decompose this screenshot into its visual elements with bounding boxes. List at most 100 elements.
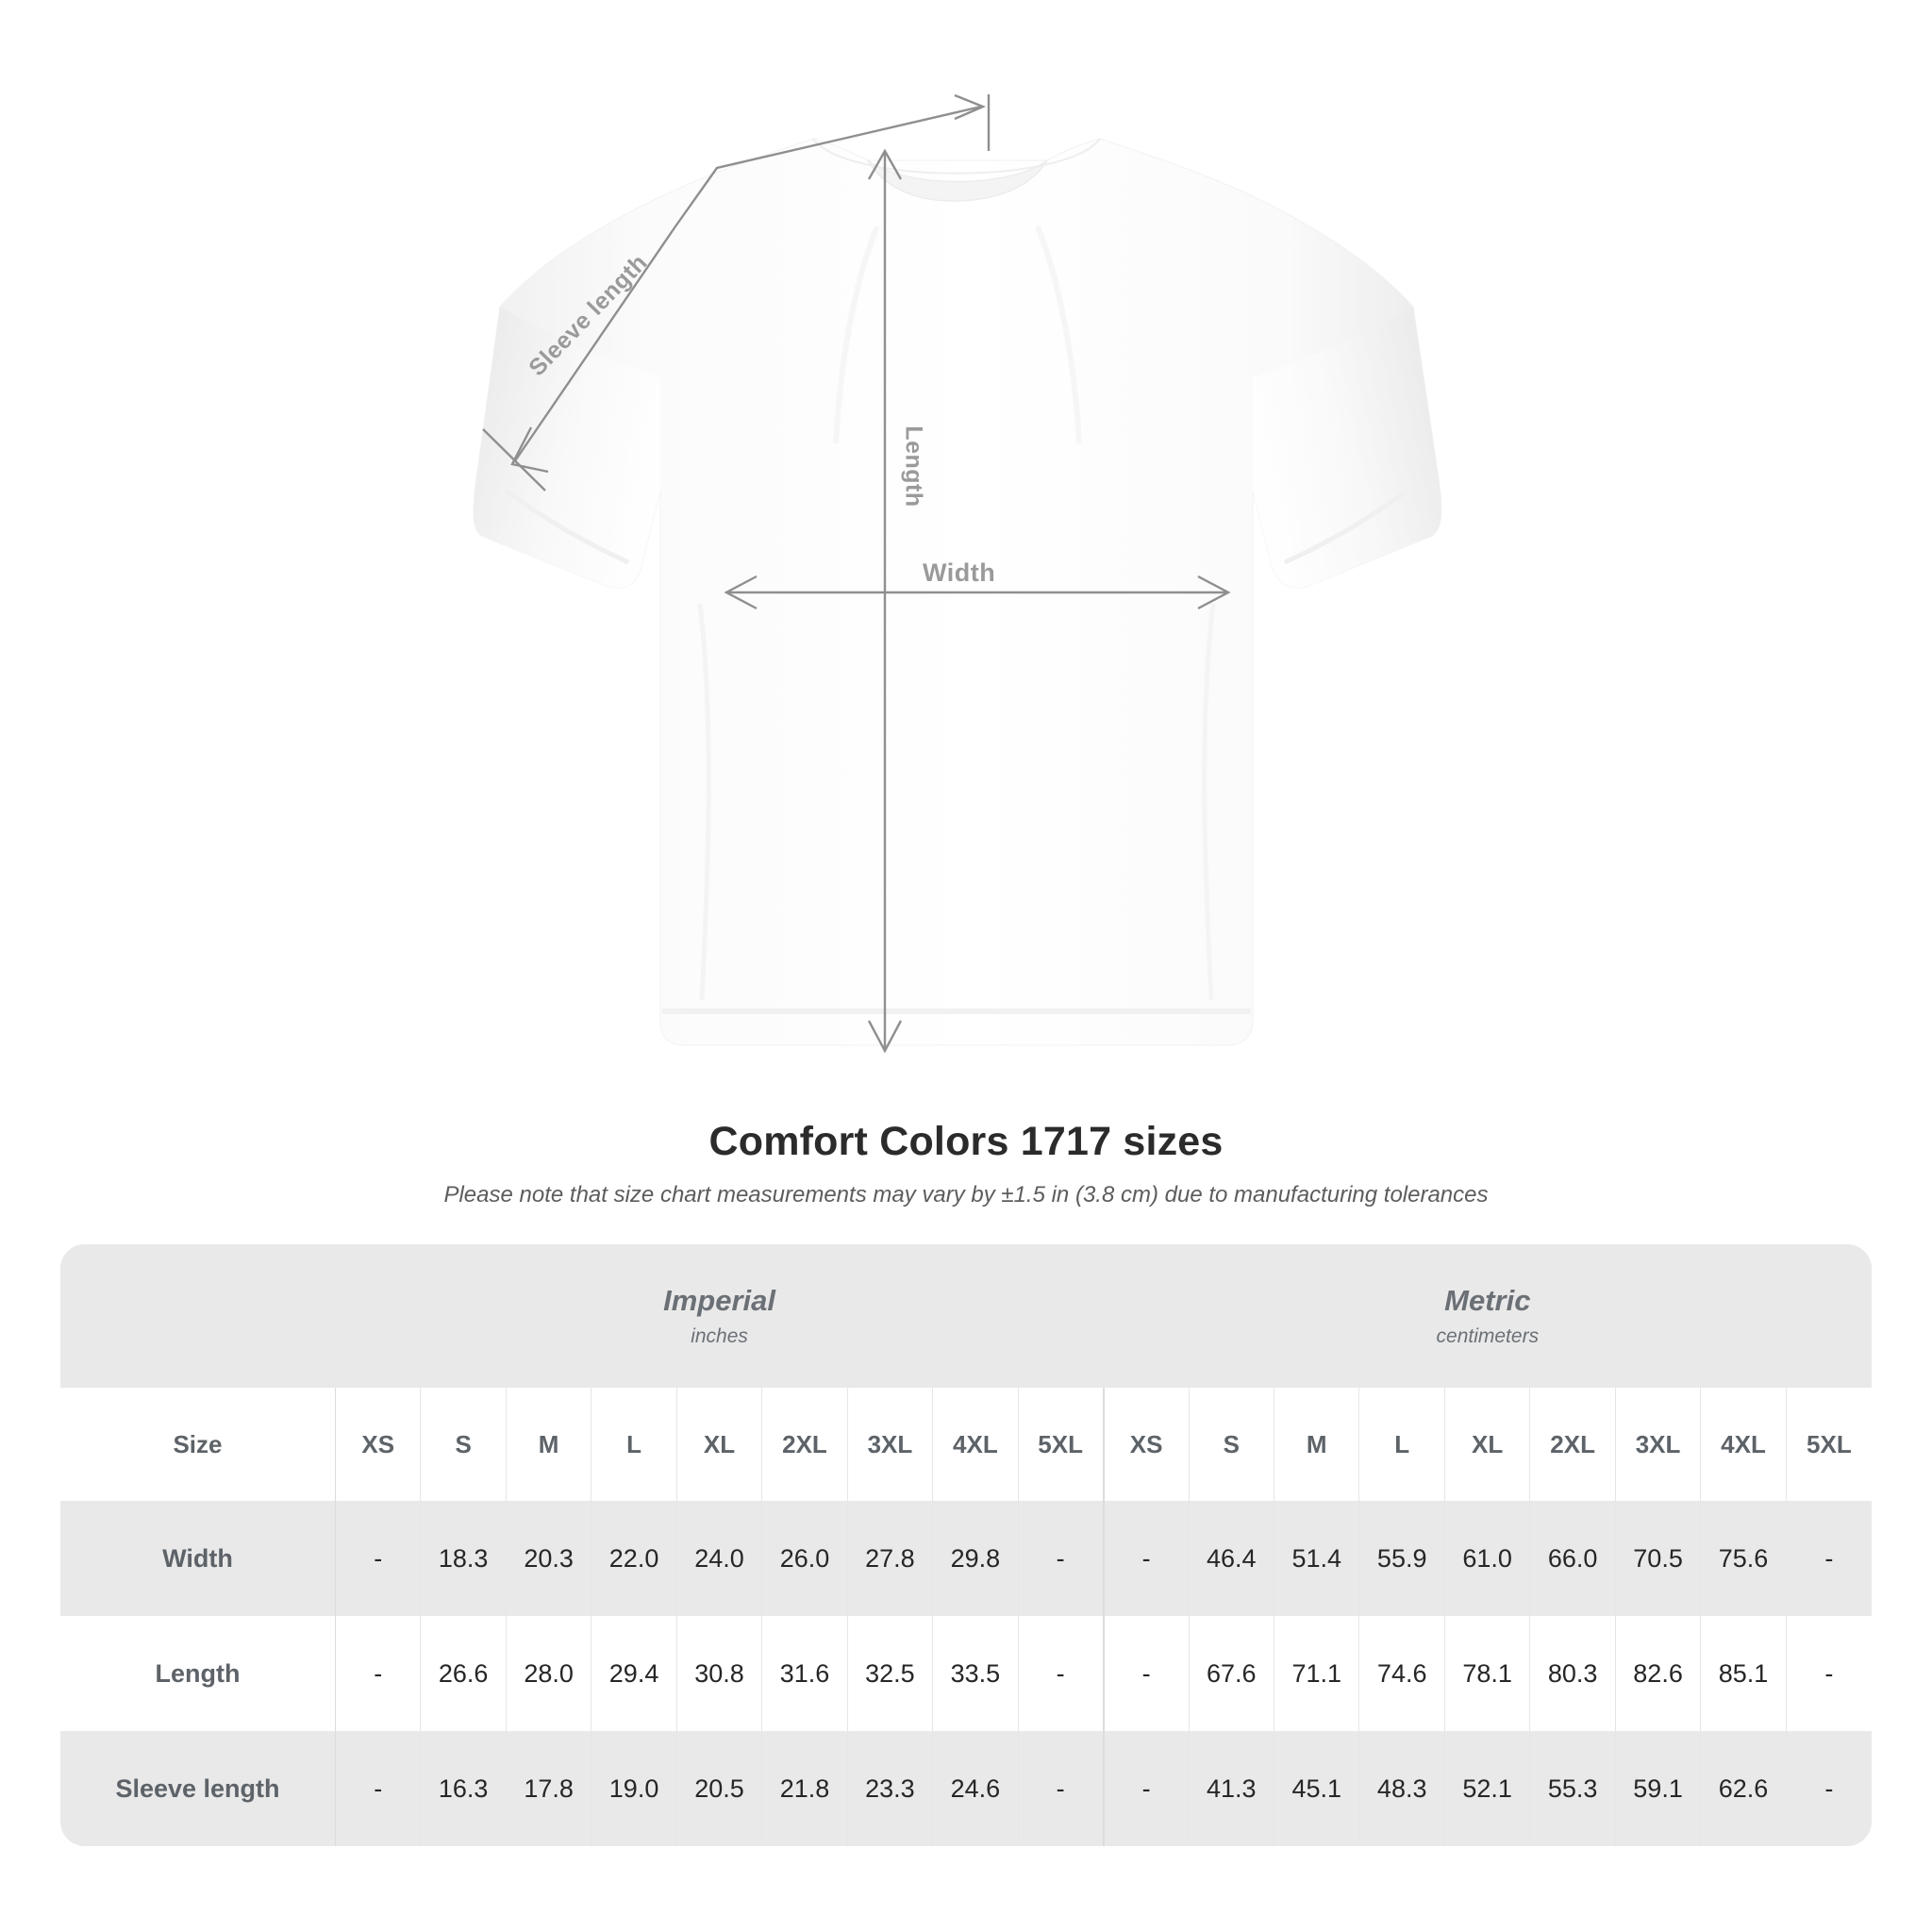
cell-length-imperial-3xl: 32.5 [847,1616,934,1731]
heading-block: Comfort Colors 1717 sizes Please note th… [0,1119,1932,1208]
cell-sleeve-imperial-xs: - [335,1731,422,1846]
cell-width-imperial-2xl: 26.0 [761,1501,848,1616]
cell-width-metric-m: 51.4 [1274,1501,1360,1616]
cell-width-imperial-3xl: 27.8 [847,1501,934,1616]
cell-length-metric-l: 74.6 [1358,1616,1445,1731]
size-header-metric-4xl: 4XL [1700,1388,1787,1501]
width-label: Width [923,558,996,587]
cell-sleeve-metric-4xl: 62.6 [1700,1731,1787,1846]
size-header-label: Size [60,1388,336,1501]
unit-group-imperial-unit: inches [691,1324,748,1347]
row-label-length: Length [60,1616,336,1731]
size-header-metric-m: M [1274,1388,1360,1501]
cell-width-imperial-l: 22.0 [591,1501,677,1616]
size-header-metric-5xl: 5XL [1786,1388,1872,1501]
cell-sleeve-imperial-m: 17.8 [506,1731,592,1846]
table-row: Length - 26.6 28.0 29.4 30.8 31.6 32.5 3… [60,1616,1872,1731]
width-arrow [724,575,1231,610]
cell-width-metric-4xl: 75.6 [1700,1501,1787,1616]
size-header-row: Size XS S M L XL 2XL 3XL 4XL 5XL XS S M … [60,1388,1872,1501]
cell-sleeve-metric-m: 45.1 [1274,1731,1360,1846]
cell-sleeve-metric-s: 41.3 [1189,1731,1275,1846]
cell-width-metric-l: 55.9 [1358,1501,1445,1616]
row-label-sleeve-length: Sleeve length [60,1731,336,1846]
cell-sleeve-imperial-l: 19.0 [591,1731,677,1846]
cell-width-imperial-xl: 24.0 [676,1501,763,1616]
cell-length-imperial-4xl: 33.5 [932,1616,1019,1731]
length-label: Length [900,425,927,508]
size-header-imperial-s: S [420,1388,507,1501]
unit-spacer [60,1244,336,1388]
unit-group-metric-unit: centimeters [1436,1324,1540,1347]
cell-width-metric-xs: - [1102,1501,1190,1616]
cell-length-metric-4xl: 85.1 [1700,1616,1787,1731]
size-header-metric-l: L [1358,1388,1445,1501]
cell-sleeve-imperial-xl: 20.5 [676,1731,763,1846]
cell-length-imperial-l: 29.4 [591,1616,677,1731]
size-header-imperial-5xl: 5XL [1018,1388,1105,1501]
cell-sleeve-metric-2xl: 55.3 [1529,1731,1616,1846]
cell-length-imperial-xs: - [335,1616,422,1731]
cell-sleeve-imperial-3xl: 23.3 [847,1731,934,1846]
cell-length-metric-m: 71.1 [1274,1616,1360,1731]
size-header-imperial-3xl: 3XL [847,1388,934,1501]
cell-width-imperial-5xl: - [1018,1501,1105,1616]
unit-group-imperial: Imperial inches [335,1244,1104,1388]
size-header-imperial-l: L [591,1388,677,1501]
cell-sleeve-imperial-s: 16.3 [420,1731,507,1846]
size-header-metric-s: S [1189,1388,1275,1501]
table-row: Width - 18.3 20.3 22.0 24.0 26.0 27.8 29… [60,1501,1872,1616]
size-header-imperial-4xl: 4XL [932,1388,1019,1501]
cell-width-metric-s: 46.4 [1189,1501,1275,1616]
cell-length-imperial-m: 28.0 [506,1616,592,1731]
cell-sleeve-metric-l: 48.3 [1358,1731,1445,1846]
cell-sleeve-metric-5xl: - [1786,1731,1872,1846]
row-label-width: Width [60,1501,336,1616]
cell-length-metric-2xl: 80.3 [1529,1616,1616,1731]
cell-sleeve-imperial-2xl: 21.8 [761,1731,848,1846]
table-row: Sleeve length - 16.3 17.8 19.0 20.5 21.8… [60,1731,1872,1846]
cell-width-imperial-4xl: 29.8 [932,1501,1019,1616]
size-table-container: Imperial inches Metric centimeters Size … [60,1244,1872,1846]
cell-length-metric-xs: - [1102,1616,1190,1731]
cell-width-imperial-s: 18.3 [420,1501,507,1616]
cell-width-metric-3xl: 70.5 [1615,1501,1702,1616]
measurement-guides [482,93,1231,1054]
tshirt-illustration-svg [473,93,1442,1054]
cell-width-metric-2xl: 66.0 [1529,1501,1616,1616]
size-header-imperial-m: M [506,1388,592,1501]
cell-length-imperial-5xl: - [1018,1616,1105,1731]
cell-length-imperial-2xl: 31.6 [761,1616,848,1731]
cell-width-imperial-m: 20.3 [506,1501,592,1616]
cell-sleeve-imperial-4xl: 24.6 [932,1731,1019,1846]
tolerance-note: Please note that size chart measurements… [443,1182,1489,1208]
sleeve-length-arrow [482,93,987,491]
cell-length-imperial-xl: 30.8 [676,1616,763,1731]
unit-group-row: Imperial inches Metric centimeters [60,1244,1872,1388]
page-title: Comfort Colors 1717 sizes [708,1119,1224,1164]
cell-length-metric-xl: 78.1 [1444,1616,1531,1731]
size-header-imperial-xs: XS [335,1388,422,1501]
size-table: Imperial inches Metric centimeters Size … [60,1244,1872,1846]
size-header-imperial-2xl: 2XL [761,1388,848,1501]
cell-sleeve-metric-xs: - [1102,1731,1190,1846]
size-header-metric-3xl: 3XL [1615,1388,1702,1501]
cell-length-metric-5xl: - [1786,1616,1872,1731]
cell-width-metric-xl: 61.0 [1444,1501,1531,1616]
unit-group-imperial-name: Imperial [663,1284,775,1318]
size-header-metric-xl: XL [1444,1388,1531,1501]
cell-sleeve-imperial-5xl: - [1018,1731,1105,1846]
cell-length-imperial-s: 26.6 [420,1616,507,1731]
unit-group-metric: Metric centimeters [1103,1244,1872,1388]
cell-width-metric-5xl: - [1786,1501,1872,1616]
tshirt-diagram: Sleeve length Length Width [473,93,1442,1054]
cell-length-metric-3xl: 82.6 [1615,1616,1702,1731]
size-header-metric-2xl: 2XL [1529,1388,1616,1501]
cell-sleeve-metric-3xl: 59.1 [1615,1731,1702,1846]
size-header-metric-xs: XS [1102,1388,1190,1501]
cell-width-imperial-xs: - [335,1501,422,1616]
cell-length-metric-s: 67.6 [1189,1616,1275,1731]
size-header-imperial-xl: XL [676,1388,763,1501]
cell-sleeve-metric-xl: 52.1 [1444,1731,1531,1846]
